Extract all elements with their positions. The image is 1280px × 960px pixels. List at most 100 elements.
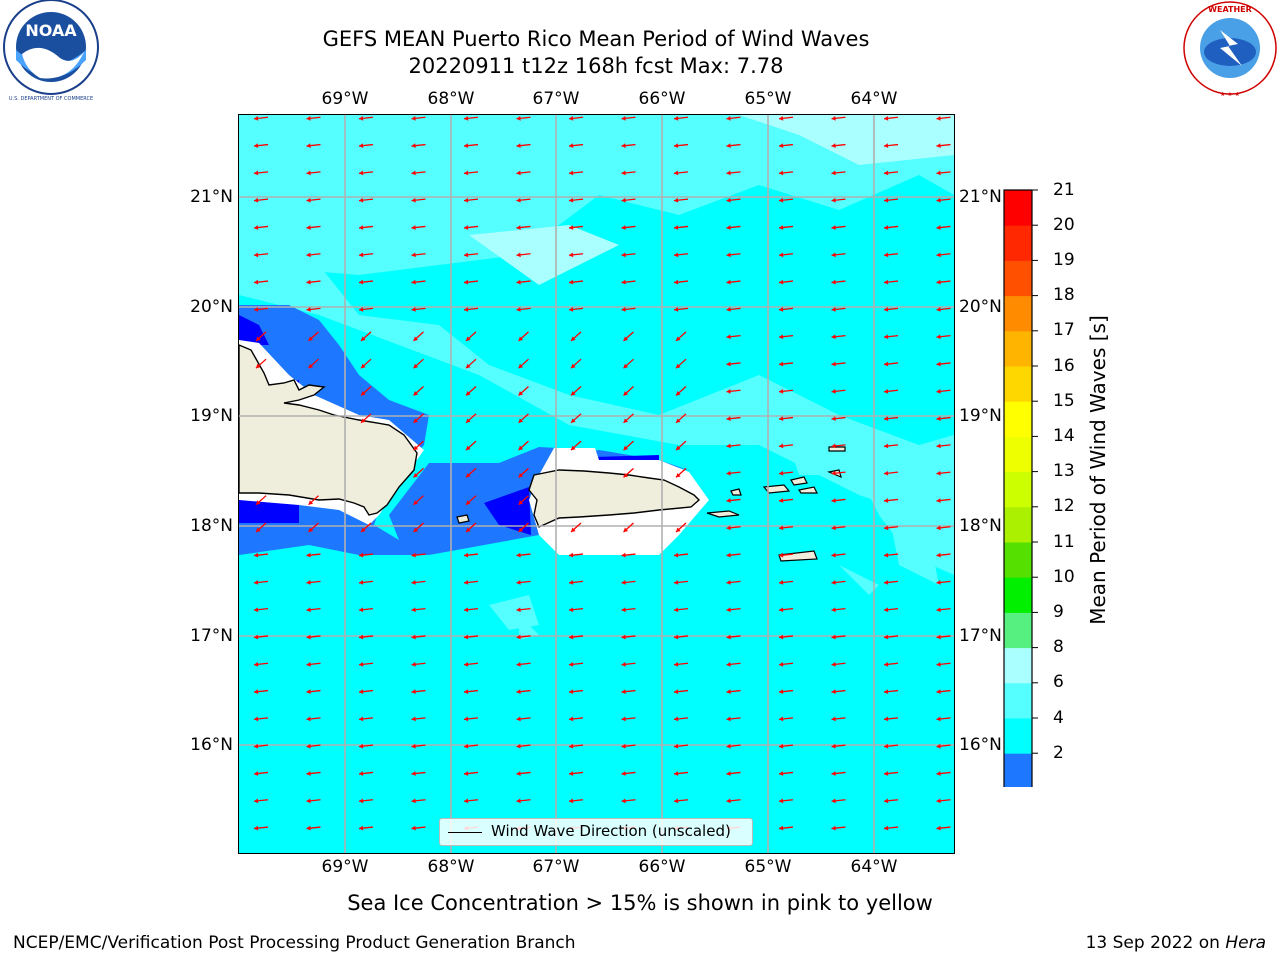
- wind-arrow-head: [779, 115, 784, 121]
- wind-arrow-head: [674, 279, 679, 285]
- wind-arrow-head: [359, 170, 364, 176]
- wind-arrow-head: [884, 716, 889, 722]
- wind-arrow-head: [569, 607, 574, 613]
- wind-arrow-head: [621, 197, 626, 203]
- wind-arrow-head: [884, 170, 889, 176]
- footer-machine-name: Hera: [1225, 933, 1266, 953]
- wind-arrow-head: [306, 115, 311, 121]
- wind-arrow-head: [936, 115, 941, 121]
- lon-label-top: 69°W: [321, 89, 369, 109]
- wind-arrow-head: [516, 115, 521, 121]
- wind-arrow-head: [779, 525, 784, 531]
- hispaniola-landmass: [239, 344, 418, 516]
- wind-arrow-head: [571, 418, 576, 423]
- wind-arrow-head: [936, 361, 941, 367]
- wind-arrow-head: [936, 470, 941, 476]
- wind-arrow-head: [884, 115, 889, 121]
- wind-arrow-head: [726, 470, 731, 476]
- lon-label-top: 66°W: [638, 89, 686, 109]
- wind-arrow-head: [779, 552, 784, 558]
- wind-arrow-head: [569, 170, 574, 176]
- wind-arrow-head: [464, 634, 469, 640]
- wind-arrow-head: [308, 336, 314, 341]
- wind-arrow-head: [464, 170, 469, 176]
- lon-label-bottom: 67°W: [532, 857, 580, 877]
- wind-arrow-head: [518, 391, 524, 396]
- wind-arrow-head: [359, 115, 364, 121]
- wind-arrow-head: [779, 743, 784, 749]
- wind-arrow-head: [779, 470, 784, 476]
- colorbar-tick-label: 8: [1053, 637, 1064, 657]
- wind-arrow-head: [674, 798, 679, 804]
- wind-arrow-head: [306, 279, 311, 285]
- wind-arrow-head: [306, 716, 311, 722]
- wind-arrow-head: [361, 336, 366, 341]
- wind-arrow-head: [726, 252, 731, 258]
- wind-arrow-head: [831, 443, 836, 449]
- wind-arrow-head: [936, 334, 941, 340]
- wind-wave-direction-arrows: [253, 115, 951, 831]
- wind-arrow-head: [936, 743, 941, 749]
- colorbar-tick-label: 12: [1053, 496, 1075, 516]
- wind-arrow-head: [884, 771, 889, 776]
- wind-arrow-head: [726, 552, 731, 558]
- footer-date: 13 Sep 2022 on Hera: [1086, 933, 1266, 953]
- lon-label-top: 64°W: [850, 89, 898, 109]
- wind-arrow-head: [359, 716, 364, 722]
- wind-arrow-head: [936, 580, 941, 585]
- wind-arrow-head: [359, 580, 364, 585]
- lat-label-left: 21°N: [190, 187, 233, 207]
- wind-arrow-head: [306, 771, 311, 776]
- wind-arrow-head: [359, 197, 364, 203]
- wind-arrow-head: [411, 716, 416, 722]
- wind-arrow-head: [466, 527, 471, 532]
- wind-arrow-head: [464, 252, 469, 258]
- wind-arrow-head: [306, 743, 311, 749]
- wind-arrow-head: [256, 527, 261, 532]
- wind-arrow-head: [936, 170, 941, 176]
- wind-arrow-head: [936, 771, 941, 776]
- svg-text:U.S. DEPARTMENT OF COMMERCE: U.S. DEPARTMENT OF COMMERCE: [9, 96, 93, 102]
- wind-arrow-head: [674, 634, 679, 640]
- lat-label-right: 17°N: [959, 626, 1002, 646]
- wind-arrow-head: [254, 580, 259, 585]
- wind-arrow-head: [516, 307, 521, 312]
- wind-arrow-head: [676, 472, 681, 478]
- wind-arrow-head: [516, 743, 521, 749]
- wind-arrow-head: [361, 363, 366, 369]
- wind-arrow-head: [884, 798, 889, 804]
- wind-arrow-head: [884, 252, 889, 258]
- wind-arrow-head: [779, 279, 784, 285]
- wind-arrow-head: [621, 743, 626, 749]
- wind-arrow-head: [571, 527, 576, 532]
- wind-arrow-head: [254, 170, 259, 176]
- wind-arrow-head: [518, 336, 524, 341]
- wind-arrow-head: [516, 143, 521, 149]
- colorbar-segment: [1004, 295, 1032, 332]
- wind-arrow-head: [516, 580, 521, 585]
- wind-arrow-head: [254, 661, 259, 667]
- wind-arrow-head: [464, 143, 469, 149]
- colorbar-tick-label: 11: [1053, 532, 1075, 552]
- wind-arrow-head: [884, 279, 889, 285]
- wind-arrow-head: [413, 391, 419, 396]
- wind-arrow-head: [831, 388, 836, 394]
- wind-arrow-head: [254, 252, 259, 258]
- wind-arrow-head: [359, 825, 364, 831]
- wind-arrow-head: [676, 445, 681, 451]
- wind-arrow-head: [411, 580, 416, 585]
- lat-label-right: 21°N: [959, 187, 1002, 207]
- lon-label-bottom: 65°W: [744, 857, 792, 877]
- wind-arrow-head: [623, 363, 629, 369]
- wind-arrow-head: [779, 689, 784, 695]
- lat-label-right: 19°N: [959, 406, 1002, 426]
- wind-arrow-head: [571, 336, 576, 341]
- wind-arrow-head: [254, 798, 259, 804]
- wind-arrow-head: [466, 363, 471, 369]
- wind-arrow-head: [884, 580, 889, 585]
- lat-label-right: 16°N: [959, 735, 1002, 755]
- wind-arrow-head: [831, 143, 836, 149]
- wind-arrow-head: [884, 525, 889, 531]
- wind-arrow-head: [674, 580, 679, 585]
- wind-arrow-head: [254, 143, 259, 149]
